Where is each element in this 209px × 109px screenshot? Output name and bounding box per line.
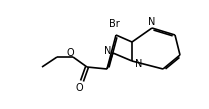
Text: N: N (104, 46, 112, 56)
Text: N: N (135, 59, 143, 69)
Text: Br: Br (109, 19, 119, 29)
Text: N: N (148, 17, 156, 27)
Text: O: O (75, 83, 83, 93)
Text: O: O (66, 48, 74, 58)
